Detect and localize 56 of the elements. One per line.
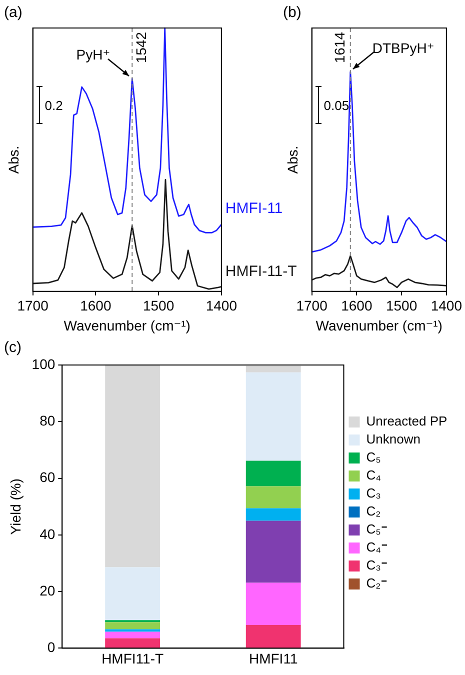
ref-line-label: 1542 [133,32,150,64]
x-tick-label: 1400 [430,298,462,314]
legend-label: C₂⁼ [366,576,388,591]
legend-label: C₄⁼ [366,540,388,555]
y-tick-label: 80 [40,412,56,428]
x-tick-label: 1500 [142,298,174,314]
x-tick-label: 1600 [80,298,112,314]
legend-label: Unknown [366,432,420,447]
legend-label: C₃ [366,486,381,501]
x-axis-title: Wavenumber (cm⁻¹) [64,317,190,334]
bar [246,624,301,648]
legend-label: C₂ [366,504,381,519]
annotation: 0.2 [44,98,63,112]
x-tick-label: HMFI11-T [102,650,164,666]
annotation: 0.05 [324,98,350,112]
series-label: HMFI-11-T [225,262,297,281]
x-axis-title: Wavenumber (cm⁻¹) [316,317,442,334]
x-tick-label: 1700 [296,298,328,314]
chart-title: (b) [283,4,302,22]
legend-label: C₄ [366,468,381,483]
legend-label: C₅⁼ [366,522,388,537]
chart-title: (a) [4,4,22,22]
y-tick-label: 40 [40,526,56,542]
bar [246,486,301,508]
chart-title: (c) [4,339,22,356]
bar [105,622,160,630]
y-tick-label: 0 [47,639,56,656]
bar [246,366,301,372]
y-tick-label: 20 [40,582,56,598]
y-tick-label: 60 [40,469,56,486]
legend-label: C₅ [366,450,381,465]
x-tick-label: 1700 [17,298,49,314]
annotation: PyH⁺ [76,46,110,62]
legend-label: Unreacted PP [366,414,448,429]
x-tick-label: 1400 [206,298,238,314]
y-axis-title: Yield (%) [7,478,24,535]
x-tick-label: HMFI11 [248,650,298,666]
ref-line-label: 1614 [331,32,348,64]
bar [105,567,160,620]
bar [105,638,160,648]
bar [105,629,160,632]
series-label: HMFI-11 [225,200,283,218]
bar [246,372,301,461]
x-tick-label: 1500 [386,298,418,314]
x-tick-label: 1600 [341,298,372,314]
y-axis-title: Abs. [5,146,22,174]
bar [105,365,160,568]
bar [246,460,301,486]
y-tick-label: 100 [32,356,56,372]
bar [246,520,301,583]
bar [105,632,160,638]
annotation: DTBPyH⁺ [372,40,434,56]
bar [246,508,301,521]
y-axis-title: Abs. [284,146,300,174]
legend-label: C₃⁼ [366,558,388,573]
bar [246,582,301,625]
